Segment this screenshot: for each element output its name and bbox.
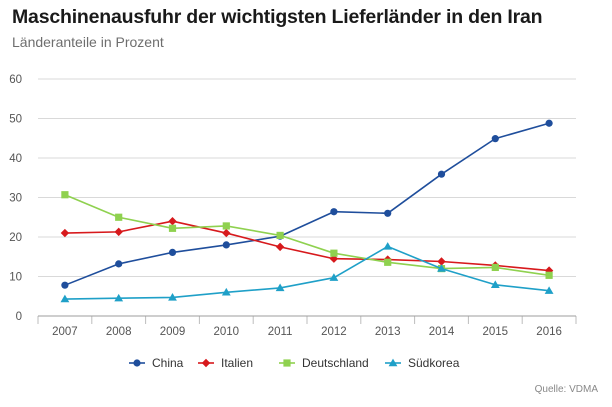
y-tick-label: 50 (9, 114, 22, 126)
data-point-sudkorea (60, 294, 70, 303)
y-tick-label: 10 (9, 272, 22, 284)
series (60, 119, 554, 303)
series-italien (60, 217, 554, 275)
legend-marker (283, 359, 291, 367)
series-sudkorea (60, 242, 554, 303)
x-tick-label-2014: 2014 (429, 326, 455, 338)
legend-label: Deutschland (302, 356, 369, 370)
legend-item-sudkorea: Südkorea (385, 356, 460, 370)
legend-label: Südkorea (408, 356, 460, 370)
series-china (61, 119, 553, 289)
data-point-deutschland (384, 258, 392, 266)
data-point-sudkorea (275, 283, 285, 292)
legend-marker (388, 358, 398, 367)
x-tick-label-2013: 2013 (375, 326, 401, 338)
x-tick-label-2012: 2012 (321, 326, 347, 338)
legend: China Italien Deutschland Südkorea (129, 356, 460, 370)
data-point-china (115, 260, 123, 268)
data-point-china (168, 248, 177, 257)
data-point-china (545, 119, 553, 127)
series-line-italien (64, 220, 550, 272)
legend-label: China (152, 356, 184, 370)
x-tick-label-2015: 2015 (483, 326, 509, 338)
data-point-deutschland (61, 191, 69, 199)
data-point-china (437, 170, 446, 178)
data-point-deutschland (491, 263, 499, 272)
chart-title: Maschinenausfuhr der wichtigsten Lieferl… (12, 6, 543, 28)
data-point-sudkorea (544, 286, 554, 294)
series-line-deutschland (64, 193, 550, 277)
series-deutschland (61, 191, 553, 279)
chart-subtitle: Länderanteile in Prozent (12, 34, 164, 50)
source-note: Quelle: VDMA (534, 384, 598, 395)
legend-label: Italien (221, 356, 253, 370)
data-point-sudkorea (221, 287, 231, 296)
x-axis-ticks: 2007 2008 2009 2010 2011 2012 2013 2014 2015 2016 (52, 326, 562, 338)
data-point-italien (437, 257, 446, 266)
data-point-deutschland (115, 213, 123, 221)
data-point-deutschland (276, 231, 284, 240)
data-point-sudkorea (114, 293, 124, 302)
legend-item-china: China (129, 356, 184, 370)
data-point-italien (275, 242, 285, 252)
series-line-china (64, 122, 550, 286)
data-point-deutschland (222, 222, 230, 230)
x-tick-label-2008: 2008 (106, 326, 132, 338)
y-tick-label: 0 (16, 311, 22, 323)
data-point-deutschland (168, 224, 177, 232)
data-point-sudkorea (329, 273, 339, 281)
data-point-deutschland (330, 249, 338, 257)
x-tick-label-2009: 2009 (160, 326, 186, 338)
y-tick-label: 30 (9, 193, 22, 205)
legend-marker (201, 358, 211, 368)
data-point-sudkorea (383, 242, 393, 250)
data-point-italien (222, 228, 231, 238)
x-tick-label-2007: 2007 (52, 326, 78, 338)
y-axis-ticks: 0 10 20 30 40 50 60 (9, 74, 22, 323)
data-point-italien (114, 227, 123, 237)
data-point-deutschland (545, 271, 553, 279)
series-line-sudkorea (64, 245, 550, 300)
y-tick-label: 60 (9, 74, 22, 86)
legend-item-italien: Italien (198, 356, 253, 370)
data-point-china (222, 241, 230, 249)
data-point-italien (168, 217, 177, 226)
data-point-china (491, 135, 499, 143)
x-tick-label-2016: 2016 (536, 326, 562, 338)
data-point-italien (60, 228, 70, 238)
data-point-sudkorea (437, 264, 446, 272)
data-point-china (61, 281, 69, 289)
legend-marker (133, 359, 141, 367)
data-point-china (384, 209, 392, 217)
y-tick-label: 40 (9, 153, 22, 165)
legend-item-deutschland: Deutschland (279, 356, 369, 370)
data-point-china (330, 208, 338, 216)
grid (37, 78, 577, 324)
data-point-sudkorea (490, 280, 500, 288)
y-tick-label: 20 (9, 232, 22, 244)
x-tick-label-2010: 2010 (214, 326, 240, 338)
x-tick-label-2011: 2011 (268, 326, 293, 338)
data-point-sudkorea (168, 293, 177, 301)
